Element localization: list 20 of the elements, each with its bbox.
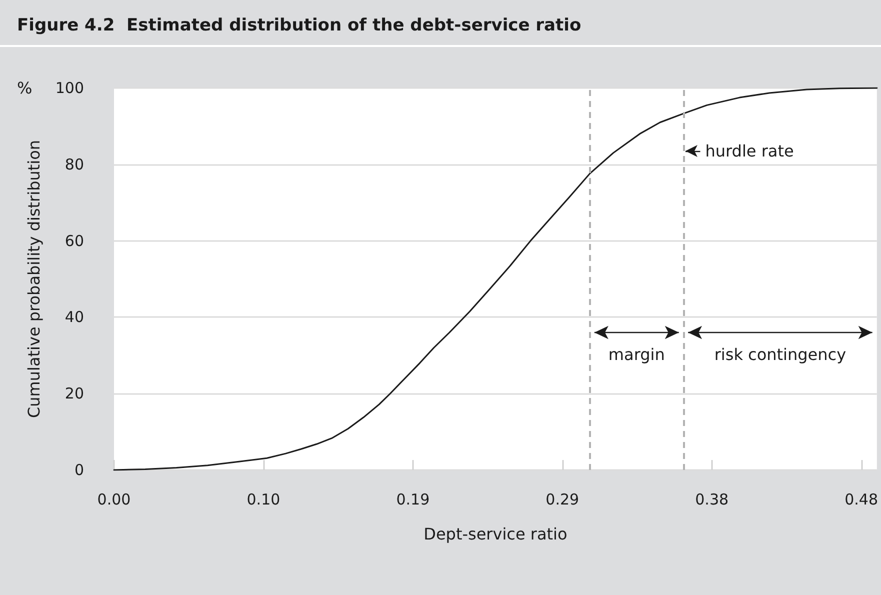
x-tick-label: 0.10 [246, 490, 280, 508]
x-tick-label: 0.38 [695, 490, 729, 508]
y-tick-label: 60 [64, 232, 84, 250]
annotation: margin [608, 344, 665, 364]
y-tick-label: 100 [55, 79, 84, 97]
annotation: risk contingency [714, 344, 846, 364]
x-tick-label: 0.00 [97, 490, 131, 508]
line-series [113, 87, 878, 471]
chart-title: Figure 4.2 Estimated distribution of the debt-service ratio [17, 16, 582, 36]
x-tick-label: 0.19 [396, 490, 430, 508]
y-axis-title: Cumulative probability distribution [24, 140, 44, 418]
x-tick-label: 0.48 [844, 490, 878, 508]
y-tick-label: 0 [74, 461, 84, 479]
x-axis-title: Dept-service ratio [424, 524, 568, 544]
y-tick-label: 80 [64, 155, 84, 174]
ref-line-label: hurdle rate [705, 142, 794, 161]
x-tick-label: 0.29 [546, 490, 580, 508]
text: % [17, 78, 32, 98]
y-tick-label: 20 [64, 384, 84, 403]
y-tick-label: 40 [64, 308, 84, 326]
